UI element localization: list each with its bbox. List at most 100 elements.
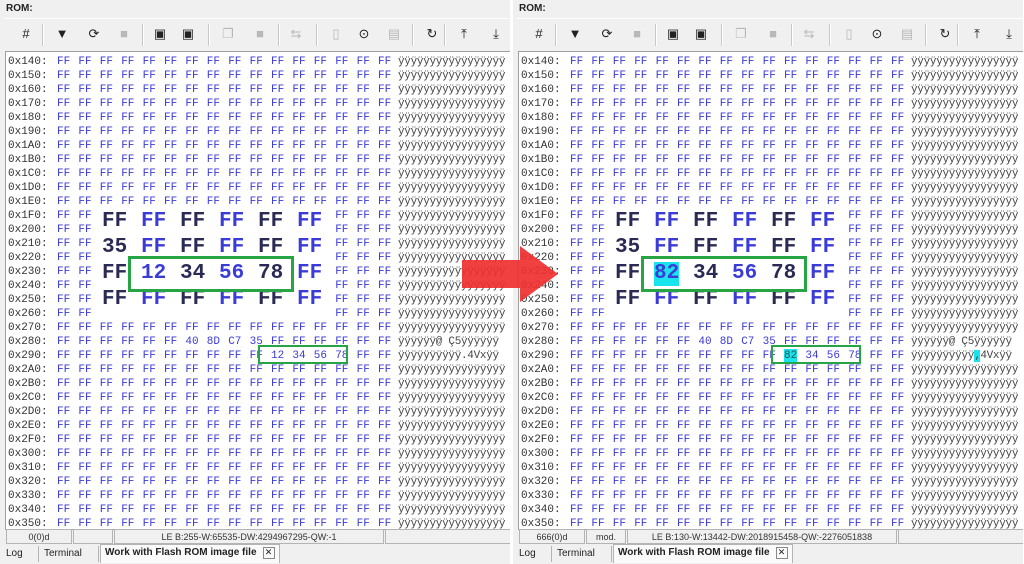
hex-byte[interactable]: FF (78, 238, 92, 250)
hex-byte[interactable]: FF (206, 322, 220, 334)
close-icon[interactable]: ✕ (262, 547, 275, 559)
hex-byte[interactable]: FF (591, 504, 605, 516)
hex-byte[interactable]: FF (784, 434, 798, 446)
hex-byte[interactable]: FF (228, 56, 242, 68)
hex-byte[interactable]: FF (784, 448, 798, 460)
hex-byte[interactable]: FF (891, 336, 905, 348)
hex-byte[interactable]: FF (719, 196, 733, 208)
hex-byte[interactable]: FF (142, 196, 156, 208)
hex-byte[interactable]: FF (78, 196, 92, 208)
hex-byte[interactable]: FF (206, 168, 220, 180)
hex-byte[interactable]: FF (313, 462, 327, 474)
chip-read-icon[interactable]: ▼ (568, 26, 582, 41)
hex-byte[interactable]: FF (206, 350, 220, 362)
hex-byte[interactable]: FF (741, 448, 755, 460)
hex-byte[interactable]: FF (249, 518, 263, 530)
copy-icon[interactable]: ❐ (735, 26, 747, 41)
hex-byte[interactable]: FF (378, 154, 392, 166)
hex-byte[interactable]: FF (185, 182, 199, 194)
hex-byte[interactable]: FF (869, 168, 883, 180)
hex-byte[interactable]: FF (677, 476, 691, 488)
goto-top-icon[interactable]: ⤒ (974, 26, 980, 41)
hex-byte[interactable]: FF (634, 322, 648, 334)
hex-byte[interactable]: FF (356, 476, 370, 488)
hex-byte[interactable]: FF (271, 322, 285, 334)
new-file-icon[interactable]: ▯ (332, 26, 340, 41)
hex-byte[interactable]: FF (826, 490, 840, 502)
hex-byte[interactable]: FF (99, 84, 113, 96)
hex-byte[interactable]: FF (164, 364, 178, 376)
hex-byte[interactable]: FF (570, 238, 584, 250)
hex-byte[interactable]: FF (206, 462, 220, 474)
hex-byte[interactable]: FF (249, 490, 263, 502)
hex-byte[interactable]: FF (142, 112, 156, 124)
hex-byte[interactable]: FF (356, 364, 370, 376)
hex-byte[interactable]: FF (249, 476, 263, 488)
hex-byte[interactable]: FF (591, 210, 605, 222)
hex-byte[interactable]: FF (335, 70, 349, 82)
hex-byte[interactable]: FF (655, 126, 669, 138)
hex-byte[interactable]: FF (99, 448, 113, 460)
hex-byte[interactable]: FF (249, 70, 263, 82)
hex-byte[interactable]: FF (677, 420, 691, 432)
hex-byte[interactable]: FF (57, 350, 71, 362)
hex-byte[interactable]: FF (848, 392, 862, 404)
hex-byte[interactable]: FF (185, 322, 199, 334)
hex-byte[interactable]: FF (848, 98, 862, 110)
hex-byte[interactable]: FF (826, 378, 840, 390)
hex-byte[interactable]: FF (591, 56, 605, 68)
hex-byte[interactable]: FF (142, 476, 156, 488)
hex-byte[interactable]: FF (698, 420, 712, 432)
hex-byte[interactable]: FF (99, 168, 113, 180)
hex-byte[interactable]: FF (378, 140, 392, 152)
hex-byte[interactable]: FF (378, 518, 392, 530)
hex-byte[interactable]: FF (313, 182, 327, 194)
hex-byte[interactable]: FF (634, 140, 648, 152)
hex-byte[interactable]: FF (228, 420, 242, 432)
hex-byte[interactable]: FF (99, 98, 113, 110)
hex-byte[interactable]: FF (378, 224, 392, 236)
hex-byte[interactable]: FF (271, 406, 285, 418)
hex-byte[interactable]: FF (356, 140, 370, 152)
hex-byte[interactable]: FF (185, 434, 199, 446)
hex-byte[interactable]: FF (634, 336, 648, 348)
hex-byte[interactable]: FF (335, 392, 349, 404)
hex-byte[interactable]: FF (784, 378, 798, 390)
hex-byte[interactable]: FF (378, 350, 392, 362)
hex-byte[interactable]: FF (826, 434, 840, 446)
hex-byte[interactable]: FF (185, 392, 199, 404)
hex-byte[interactable]: FF (719, 98, 733, 110)
hex-byte[interactable]: FF (121, 364, 135, 376)
hex-byte[interactable]: FF (741, 504, 755, 516)
hex-byte[interactable]: FF (228, 518, 242, 530)
hex-byte[interactable]: FF (335, 98, 349, 110)
hex-byte[interactable]: FF (826, 98, 840, 110)
paste-icon[interactable]: ■ (769, 26, 777, 41)
hex-byte[interactable]: FF (57, 252, 71, 264)
hex-byte[interactable]: FF (99, 112, 113, 124)
hex-byte[interactable]: FF (869, 70, 883, 82)
hex-byte[interactable]: FF (698, 154, 712, 166)
chip-hash-icon[interactable]: # (535, 26, 543, 41)
hex-byte[interactable]: FF (78, 504, 92, 516)
hex-byte[interactable]: FF (335, 56, 349, 68)
hex-byte[interactable]: FF (121, 504, 135, 516)
hex-byte[interactable]: FF (784, 420, 798, 432)
hex-byte[interactable]: FF (249, 98, 263, 110)
hex-byte[interactable]: FF (869, 112, 883, 124)
hex-byte[interactable]: FF (762, 98, 776, 110)
hex-byte[interactable]: FF (677, 392, 691, 404)
hex-byte[interactable]: FF (335, 126, 349, 138)
hex-byte[interactable]: FF (121, 336, 135, 348)
hex-byte[interactable]: FF (570, 294, 584, 306)
hex-byte[interactable]: FF (784, 56, 798, 68)
hex-byte[interactable]: FF (634, 462, 648, 474)
hex-byte[interactable]: FF (826, 182, 840, 194)
hex-byte[interactable]: FF (698, 182, 712, 194)
hex-byte[interactable]: FF (57, 224, 71, 236)
hex-byte[interactable]: FF (271, 140, 285, 152)
hex-byte[interactable]: FF (848, 518, 862, 530)
save-as-file-icon[interactable]: ▣ (181, 26, 195, 41)
hex-byte[interactable]: FF (805, 154, 819, 166)
hex-byte[interactable]: FF (869, 196, 883, 208)
